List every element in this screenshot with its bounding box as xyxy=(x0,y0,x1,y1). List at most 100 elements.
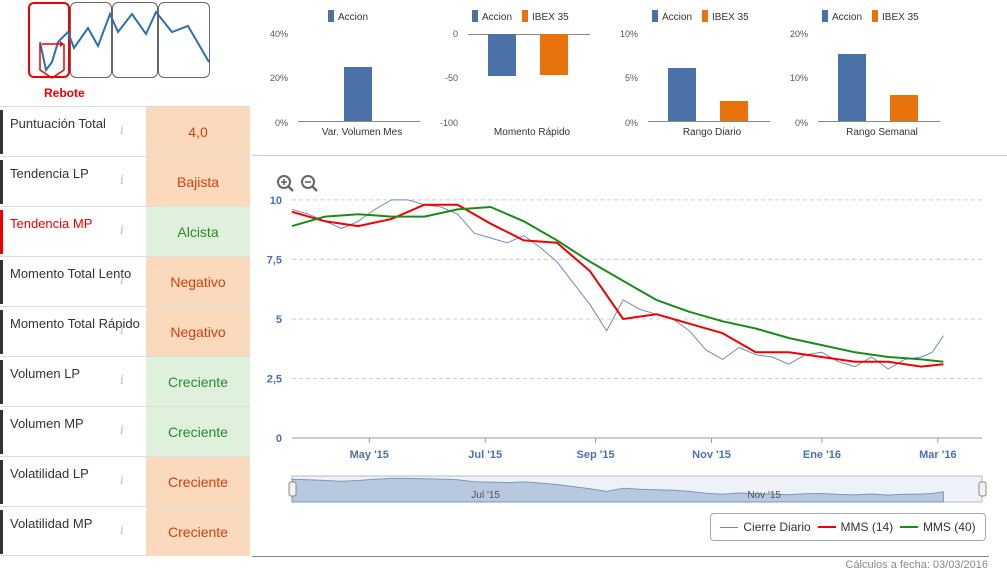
rating-label: Momento Total Rápido xyxy=(0,310,145,354)
calculation-date: Cálculos a fecha: 03/03/2016 xyxy=(845,559,989,571)
mini-legend-label: Accion xyxy=(662,12,693,23)
navigator-label: Nov '15 xyxy=(747,490,781,501)
mini-legend-label: Accion xyxy=(832,12,863,23)
rating-table: Puntuación Total i 4,0 Tendencia LP i Bajista… xyxy=(0,106,250,556)
mini-bar[interactable] xyxy=(344,66,372,121)
rating-row[interactable]: Tendencia LP i Bajista xyxy=(0,156,250,206)
mini-legend: Accion IBEX 35 xyxy=(472,10,569,23)
legend-swatch xyxy=(652,10,658,22)
mini-tick-label: 0% xyxy=(794,118,808,128)
rating-row[interactable]: Volatilidad MP i Creciente xyxy=(0,506,250,556)
navigator-handle-right[interactable] xyxy=(978,481,987,497)
navigator-handle-left[interactable] xyxy=(288,481,297,497)
rebote-pointer-icon xyxy=(39,44,65,79)
info-icon[interactable]: i xyxy=(120,523,124,537)
rating-label: Tendencia MP xyxy=(0,210,145,254)
legend-mms-14[interactable]: MMS (14) xyxy=(817,520,894,534)
info-icon[interactable]: i xyxy=(120,423,124,437)
rating-value: Creciente xyxy=(146,507,250,556)
legend-swatch xyxy=(522,10,529,22)
chart-separator xyxy=(252,155,1007,156)
legend-swatch-mms40 xyxy=(899,526,918,528)
rebote-label: Rebote xyxy=(44,86,85,100)
info-icon[interactable]: i xyxy=(120,473,124,487)
chart-legend: Cierre Diario MMS (14) MMS (40) xyxy=(710,513,986,541)
mini-tick-label: 40% xyxy=(269,29,288,39)
mini-axis xyxy=(648,121,770,122)
mini-chart-title: Rango Semanal xyxy=(846,127,918,138)
legend-label: MMS (14) xyxy=(840,520,894,534)
rating-value: Alcista xyxy=(146,207,250,256)
rating-row[interactable]: Puntuación Total i 4,0 xyxy=(0,106,250,156)
mini-legend-label: IBEX 35 xyxy=(532,12,569,23)
footer-rule xyxy=(252,556,989,557)
rating-value: Creciente xyxy=(146,457,250,506)
mini-bar[interactable] xyxy=(720,100,748,121)
mini-tick-label: 10% xyxy=(789,73,808,83)
mini-legend: Accion IBEX 35 xyxy=(652,10,749,23)
x-tick-label: May '15 xyxy=(350,449,389,461)
y-tick-label: 10 xyxy=(270,195,282,207)
mini-tick-label: 5% xyxy=(624,73,638,83)
mini-bar[interactable] xyxy=(838,53,866,121)
rating-label: Momento Total Lento xyxy=(0,260,145,304)
mini-legend-label: IBEX 35 xyxy=(882,12,919,23)
y-tick-label: 2,5 xyxy=(267,373,282,385)
mini-tick-label: -100 xyxy=(439,118,458,128)
rating-value: Negativo xyxy=(146,257,250,306)
mini-chart-title: Var. Volumen Mes xyxy=(321,127,403,138)
rating-label: Volumen LP xyxy=(0,360,145,404)
info-icon[interactable]: i xyxy=(120,273,124,287)
legend-label: MMS (40) xyxy=(922,520,976,534)
legend-swatch xyxy=(702,10,709,22)
rating-row[interactable]: Momento Total Lento i Negativo xyxy=(0,256,250,306)
rating-label: Volatilidad MP xyxy=(0,510,145,554)
rating-row[interactable]: Volumen LP i Creciente xyxy=(0,356,250,406)
x-tick-label: Jul '15 xyxy=(468,449,502,461)
mini-tick-label: 0 xyxy=(452,29,458,39)
mini-bar[interactable] xyxy=(488,34,516,76)
zoom-out-icon[interactable] xyxy=(300,174,318,192)
mini-bar[interactable] xyxy=(540,34,568,75)
rating-row[interactable]: Volumen MP i Creciente xyxy=(0,406,250,456)
navigator-area xyxy=(291,477,944,503)
y-tick-label: 0 xyxy=(276,433,282,445)
legend-swatch-mms14 xyxy=(817,526,836,528)
legend-mms-40[interactable]: MMS (40) xyxy=(899,520,976,534)
mini-tick-label: -50 xyxy=(444,73,458,83)
x-tick-label: Nov '15 xyxy=(692,449,731,461)
info-icon[interactable]: i xyxy=(120,323,124,337)
pattern-thumb-3[interactable] xyxy=(112,2,158,78)
rating-label: Tendencia LP xyxy=(0,160,145,204)
mini-bar[interactable] xyxy=(668,67,696,121)
info-icon[interactable]: i xyxy=(120,223,124,237)
x-tick-label: Sep '15 xyxy=(577,449,615,461)
legend-swatch xyxy=(872,10,879,22)
rating-row[interactable]: Tendencia MP i Alcista xyxy=(0,206,250,256)
rating-row[interactable]: Momento Total Rápido i Negativo xyxy=(0,306,250,356)
series-mms-40[interactable] xyxy=(291,206,944,363)
series-mms-14[interactable] xyxy=(291,203,944,368)
info-icon[interactable]: i xyxy=(120,373,124,387)
legend-swatch xyxy=(822,10,828,22)
mini-bar[interactable] xyxy=(890,94,918,121)
pattern-thumbnails xyxy=(28,2,210,80)
info-icon[interactable]: i xyxy=(120,123,124,137)
rating-row[interactable]: Volatilidad LP i Creciente xyxy=(0,456,250,506)
navigator-label: Jul '15 xyxy=(471,490,500,501)
mini-axis xyxy=(818,121,940,122)
price-chart[interactable]: 10 7,5 5 2,5 0 May '15 Jul '15 Sep '15 Nov '15 En… xyxy=(252,158,1007,578)
info-icon[interactable]: i xyxy=(120,173,124,187)
mini-legend: Accion xyxy=(328,10,368,23)
mini-axis xyxy=(298,121,420,122)
mini-tick-label: 10% xyxy=(619,29,638,39)
y-tick-label: 7,5 xyxy=(267,254,282,266)
mini-legend: Accion IBEX 35 xyxy=(822,10,919,23)
zoom-in-icon[interactable] xyxy=(276,174,294,192)
rating-value: 4,0 xyxy=(146,107,250,156)
rating-value: Bajista xyxy=(146,157,250,206)
pattern-thumb-4[interactable] xyxy=(158,2,210,78)
legend-swatch-price xyxy=(720,526,739,528)
series-cierre-diario[interactable] xyxy=(291,199,944,370)
legend-cierre-diario[interactable]: Cierre Diario xyxy=(720,520,811,534)
